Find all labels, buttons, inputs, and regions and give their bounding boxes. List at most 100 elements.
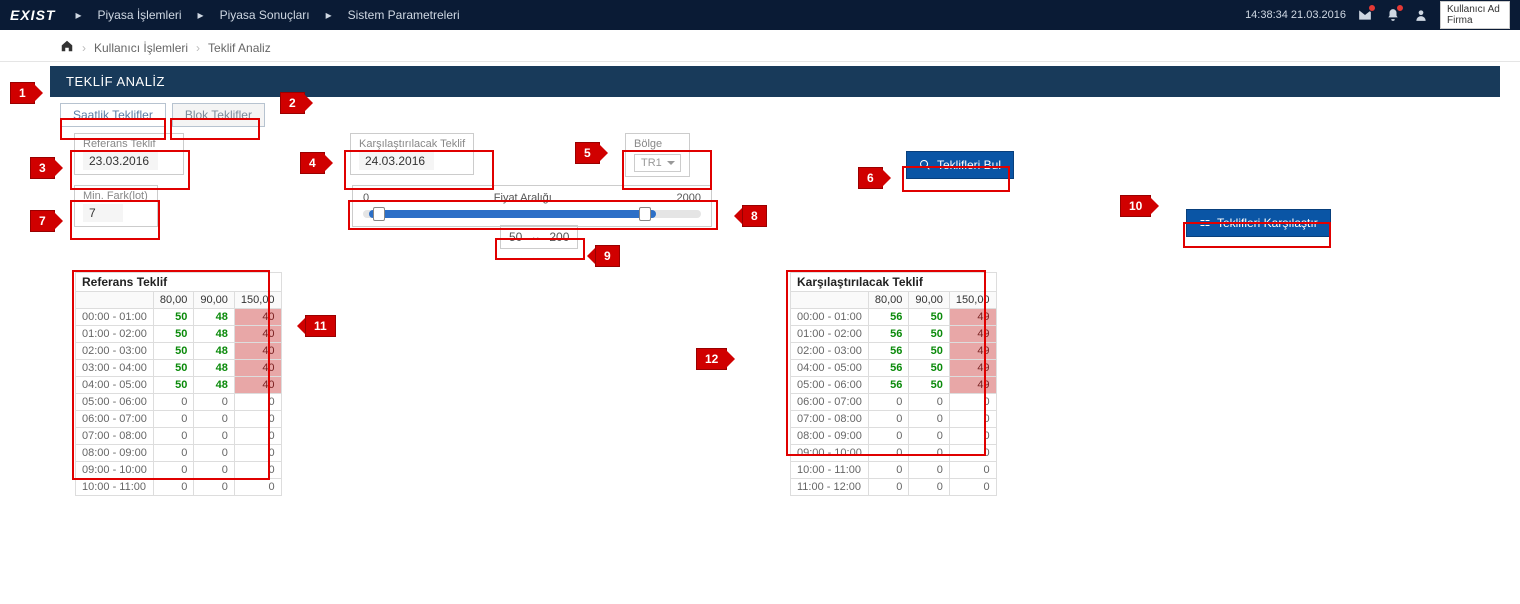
value-cell: 0 xyxy=(194,411,235,428)
value-cell: 0 xyxy=(234,445,281,462)
value-cell: 0 xyxy=(234,462,281,479)
breadcrumb-item[interactable]: Kullanıcı İşlemleri xyxy=(94,41,188,55)
value-cell: 48 xyxy=(194,343,235,360)
table-row: 04:00 - 05:00504840 xyxy=(76,377,282,394)
table-row: 00:00 - 01:00504840 xyxy=(76,309,282,326)
value-cell: 50 xyxy=(909,377,950,394)
number-input[interactable]: 7 xyxy=(83,204,123,222)
find-offers-button[interactable]: Teklifleri Bul xyxy=(906,151,1014,179)
value-cell: 56 xyxy=(868,343,909,360)
value-cell: 0 xyxy=(909,394,950,411)
breadcrumb-item[interactable]: Teklif Analiz xyxy=(208,41,271,55)
value-cell: 0 xyxy=(909,445,950,462)
slider-handle-min[interactable] xyxy=(373,207,385,221)
table-header: 90,00 xyxy=(194,292,235,309)
table-row: 00:00 - 01:00565049 xyxy=(791,309,997,326)
mail-icon[interactable] xyxy=(1356,6,1374,24)
value-cell: 0 xyxy=(234,394,281,411)
time-cell: 09:00 - 10:00 xyxy=(791,445,869,462)
compare-offers-button[interactable]: Teklifleri Karşılaştır xyxy=(1186,209,1331,237)
value-cell: 0 xyxy=(949,479,996,496)
range-inputs: 50 ↔ 200 xyxy=(500,225,578,249)
tab-hourly[interactable]: Saatlik Teklifler xyxy=(60,103,166,127)
value-cell: 0 xyxy=(868,428,909,445)
table-row: 11:00 - 12:00000 xyxy=(791,479,997,496)
value-cell: 48 xyxy=(194,309,235,326)
time-cell: 06:00 - 07:00 xyxy=(76,411,154,428)
table-header xyxy=(76,292,154,309)
tab-block[interactable]: Blok Teklifler xyxy=(172,103,265,127)
value-cell: 0 xyxy=(909,411,950,428)
range-to-input[interactable]: 200 xyxy=(549,230,569,244)
time-cell: 03:00 - 04:00 xyxy=(76,360,154,377)
topbar: EXIST ▸ Piyasa İşlemleri ▸ Piyasa Sonuçl… xyxy=(0,0,1520,30)
table-row: 08:00 - 09:00000 xyxy=(76,445,282,462)
value-cell: 0 xyxy=(153,394,194,411)
value-cell: 40 xyxy=(234,360,281,377)
time-cell: 08:00 - 09:00 xyxy=(791,428,869,445)
table-row: 09:00 - 10:00000 xyxy=(76,462,282,479)
user-box[interactable]: Kullanıcı Ad Firma xyxy=(1440,1,1510,29)
compare-icon xyxy=(1199,217,1211,229)
home-icon[interactable] xyxy=(60,39,74,56)
top-menu-item[interactable]: Piyasa İşlemleri xyxy=(98,8,182,22)
swap-icon: ↔ xyxy=(530,231,541,243)
value-cell: 56 xyxy=(868,326,909,343)
value-cell: 0 xyxy=(153,411,194,428)
compare-table: Karşılaştırılacak Teklif80,0090,00150,00… xyxy=(790,272,997,496)
value-cell: 0 xyxy=(949,394,996,411)
price-range-slider: 0 Fiyat Aralığı 2000 xyxy=(352,185,712,227)
field-region: Bölge TR1 xyxy=(625,133,690,177)
slider-track[interactable] xyxy=(363,210,701,218)
table-header: 80,00 xyxy=(868,292,909,309)
top-menu-item[interactable]: Piyasa Sonuçları xyxy=(220,8,310,22)
time-cell: 11:00 - 12:00 xyxy=(791,479,869,496)
table-row: 06:00 - 07:00000 xyxy=(76,411,282,428)
date-input[interactable]: 24.03.2016 xyxy=(359,152,434,170)
slider-handle-max[interactable] xyxy=(639,207,651,221)
slider-max: 2000 xyxy=(677,192,701,204)
top-menu: ▸ Piyasa İşlemleri ▸ Piyasa Sonuçları ▸ … xyxy=(69,8,465,22)
time-cell: 05:00 - 06:00 xyxy=(791,377,869,394)
value-cell: 0 xyxy=(194,394,235,411)
value-cell: 56 xyxy=(868,309,909,326)
top-menu-item[interactable]: Sistem Parametreleri xyxy=(348,8,460,22)
value-cell: 49 xyxy=(949,326,996,343)
date-input[interactable]: 23.03.2016 xyxy=(83,152,158,170)
slider-min: 0 xyxy=(363,192,369,204)
value-cell: 0 xyxy=(194,428,235,445)
time-cell: 05:00 - 06:00 xyxy=(76,394,154,411)
value-cell: 50 xyxy=(909,326,950,343)
table-header: 90,00 xyxy=(909,292,950,309)
table-row: 10:00 - 11:00000 xyxy=(791,462,997,479)
value-cell: 40 xyxy=(234,309,281,326)
region-select[interactable]: TR1 xyxy=(634,154,681,172)
user-icon[interactable] xyxy=(1412,6,1430,24)
field-label: Min. Fark(lot) xyxy=(83,190,149,202)
value-cell: 0 xyxy=(949,445,996,462)
time-cell: 06:00 - 07:00 xyxy=(791,394,869,411)
value-cell: 49 xyxy=(949,309,996,326)
time-cell: 10:00 - 11:00 xyxy=(76,479,154,496)
value-cell: 0 xyxy=(153,479,194,496)
value-cell: 40 xyxy=(234,377,281,394)
range-from-input[interactable]: 50 xyxy=(509,230,522,244)
table-row: 04:00 - 05:00565049 xyxy=(791,360,997,377)
breadcrumb: › Kullanıcı İşlemleri › Teklif Analiz xyxy=(0,34,1520,62)
value-cell: 0 xyxy=(234,479,281,496)
table-row: 03:00 - 04:00504840 xyxy=(76,360,282,377)
table-title: Referans Teklif xyxy=(76,273,282,292)
bell-icon[interactable] xyxy=(1384,6,1402,24)
field-label: Referans Teklif xyxy=(83,138,175,150)
value-cell: 0 xyxy=(234,428,281,445)
value-cell: 0 xyxy=(909,428,950,445)
time-cell: 01:00 - 02:00 xyxy=(76,326,154,343)
table-header: 150,00 xyxy=(949,292,996,309)
table-row: 05:00 - 06:00565049 xyxy=(791,377,997,394)
search-icon xyxy=(919,159,931,171)
chevron-right-icon: ▸ xyxy=(75,8,81,22)
time-cell: 08:00 - 09:00 xyxy=(76,445,154,462)
value-cell: 49 xyxy=(949,360,996,377)
value-cell: 0 xyxy=(868,462,909,479)
table-row: 10:00 - 11:00000 xyxy=(76,479,282,496)
